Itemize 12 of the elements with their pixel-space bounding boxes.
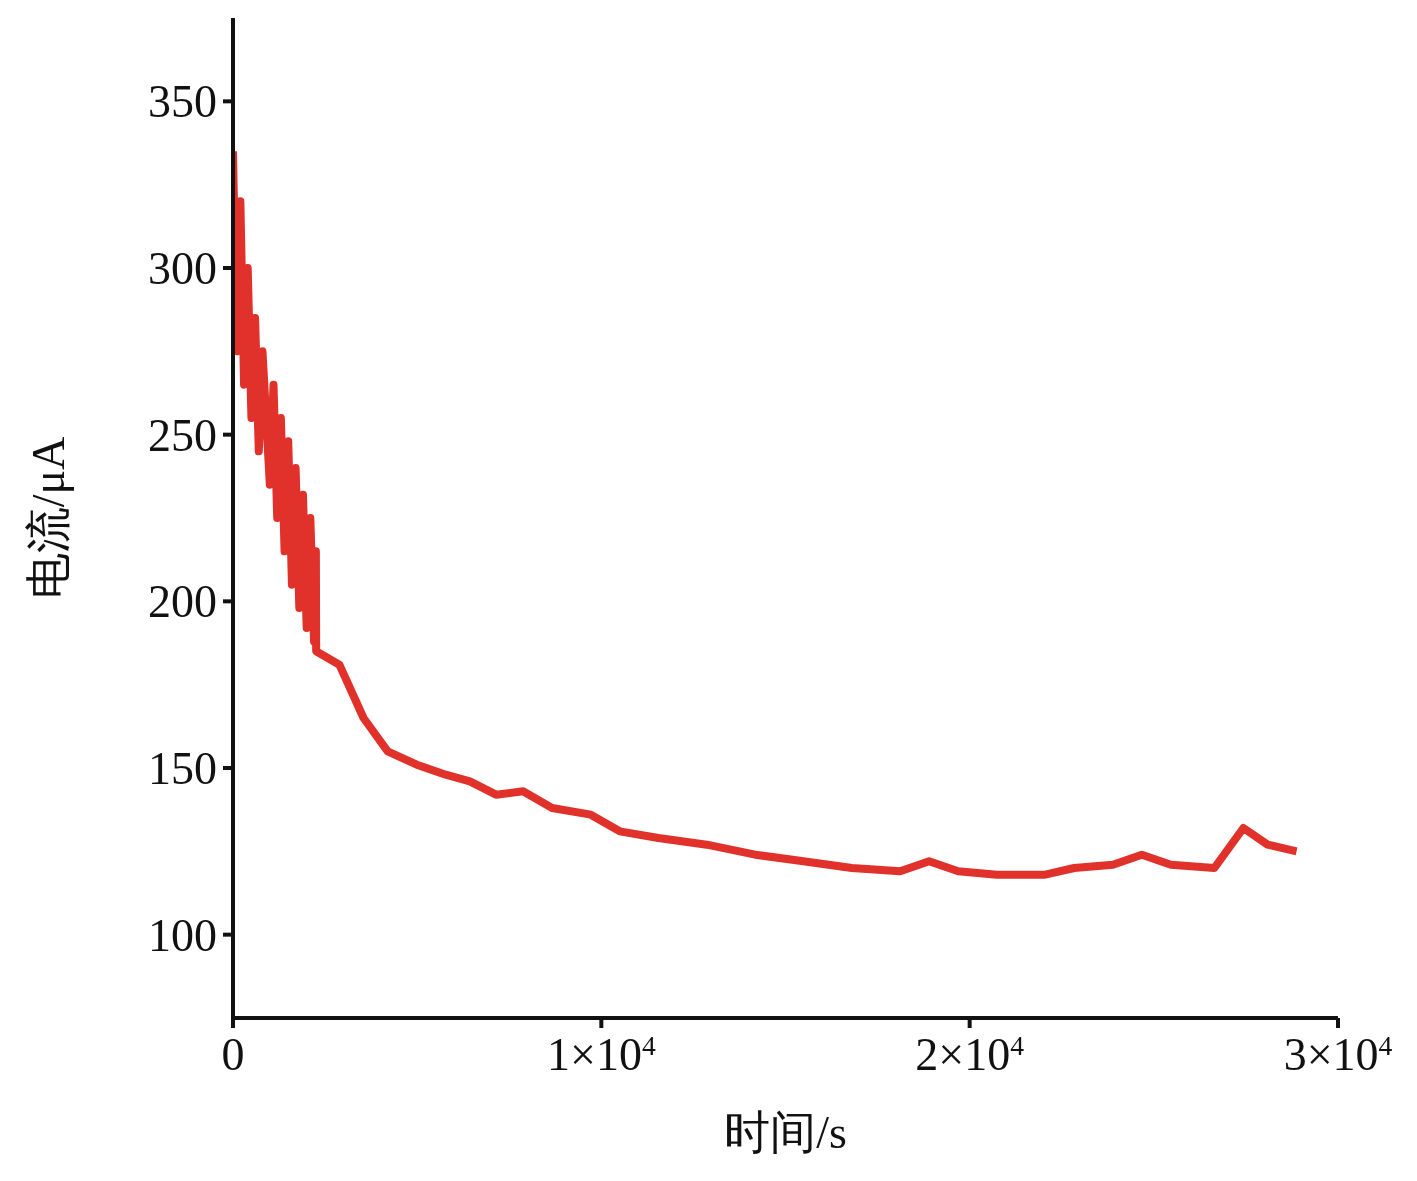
y-tick-label: 350 — [148, 76, 217, 128]
y-tick-label: 150 — [148, 743, 217, 794]
x-tick-label: 3×10$^{4}$ — [1283, 1029, 1393, 1080]
y-tick-label: 300 — [148, 243, 217, 294]
y-axis-title: 电流/μA — [23, 436, 75, 600]
x-tick-label: 2×10$^{4}$ — [915, 1029, 1025, 1080]
y-tick-label: 250 — [148, 409, 217, 461]
x-tick-label: 1×10$^{4}$ — [546, 1029, 656, 1080]
x-tick-label: 0 — [221, 1029, 245, 1080]
x-axis-title: 时间/s — [724, 1107, 847, 1158]
y-tick-label: 200 — [148, 576, 217, 628]
y-tick-label: 100 — [148, 909, 217, 961]
